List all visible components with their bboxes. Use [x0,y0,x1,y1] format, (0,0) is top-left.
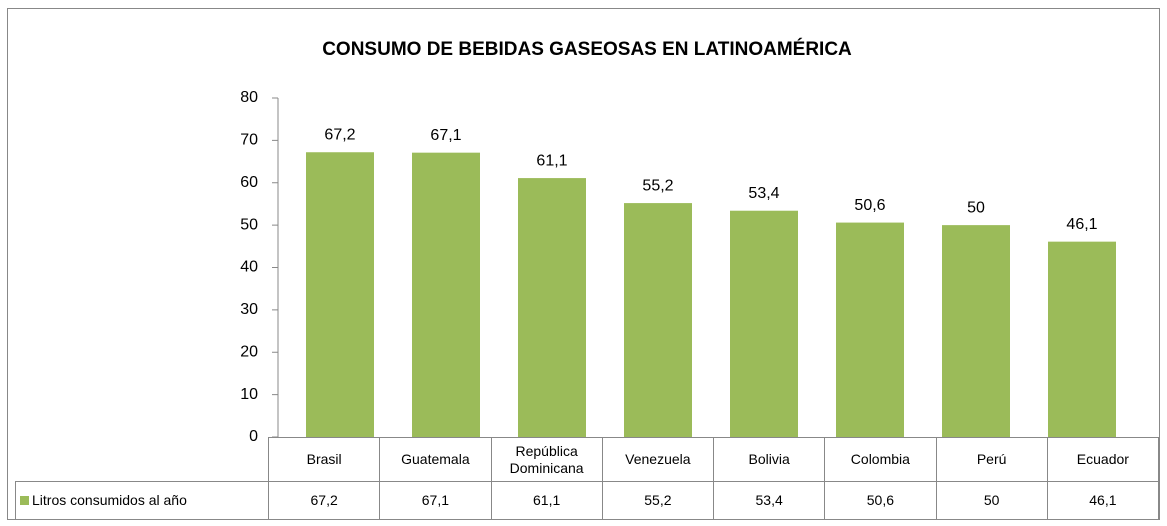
data-label: 53,4 [748,185,779,202]
chart-title: CONSUMO DE BEBIDAS GASEOSAS EN LATINOAMÉ… [322,38,852,60]
value-cell: 50,6 [824,481,937,520]
bar [624,203,692,437]
y-tick-label: 0 [249,428,258,445]
legend-label: Litros consumidos al año [32,492,187,508]
bar [730,210,798,437]
data-label: 50,6 [854,197,885,214]
category-cell: Bolivia [713,437,826,482]
value-cell: 55,2 [601,481,714,520]
data-label: 46,1 [1066,216,1097,233]
y-tick-label: 10 [240,386,258,403]
y-tick-label: 20 [240,343,258,360]
category-cell: Colombia [824,437,937,482]
category-cell: Perú [935,437,1048,482]
category-cell: Venezuela [601,437,714,482]
legend-swatch [20,496,29,505]
data-label: 55,2 [642,177,673,194]
bar [306,152,374,438]
y-tick-label: 40 [240,259,258,276]
bar [836,222,904,437]
y-tick-label: 30 [240,301,258,318]
bar [518,178,586,437]
bar [942,225,1010,437]
value-cell: 50 [935,481,1048,520]
bar [412,152,480,437]
bar [1048,241,1116,437]
data-label: 67,1 [430,127,461,144]
data-label: 67,2 [324,126,355,143]
value-cell: 61,1 [490,481,603,520]
legend-cell: Litros consumidos al año [15,481,269,520]
value-cell: 67,1 [379,481,492,520]
value-cell: 53,4 [713,481,826,520]
y-tick-label: 70 [240,132,258,149]
data-label: 50 [967,199,985,216]
y-tick-label: 50 [240,216,258,233]
category-cell: Brasil [268,437,381,482]
y-tick-label: 80 [240,89,258,106]
value-cell: 67,2 [268,481,381,520]
category-cell: Guatemala [379,437,492,482]
category-cell: República Dominicana [490,437,603,482]
y-tick-label: 60 [240,174,258,191]
value-cell: 46,1 [1046,481,1159,520]
data-label: 61,1 [536,152,567,169]
category-cell: Ecuador [1046,437,1159,482]
